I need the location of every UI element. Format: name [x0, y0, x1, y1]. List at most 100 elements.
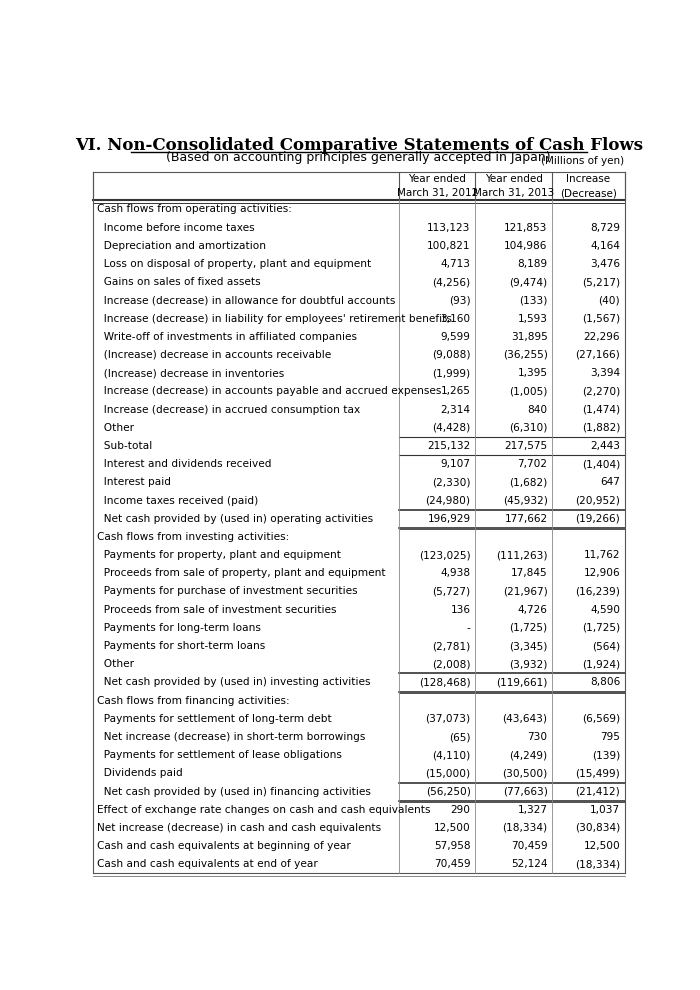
- Text: 57,958: 57,958: [434, 842, 470, 851]
- Text: 1,593: 1,593: [517, 314, 547, 324]
- Text: 730: 730: [527, 732, 547, 742]
- Text: 12,906: 12,906: [584, 568, 620, 578]
- Text: 4,726: 4,726: [518, 605, 547, 615]
- Text: (27,166): (27,166): [575, 350, 620, 360]
- Text: (21,967): (21,967): [503, 586, 547, 597]
- Text: 113,123: 113,123: [427, 223, 470, 233]
- Text: (1,725): (1,725): [510, 623, 547, 633]
- Text: 2,443: 2,443: [590, 441, 620, 451]
- Text: Other: Other: [97, 423, 134, 433]
- Text: (Based on accounting principles generally accepted in Japan): (Based on accounting principles generall…: [167, 150, 551, 163]
- Text: (30,500): (30,500): [503, 768, 547, 778]
- Text: (9,474): (9,474): [510, 277, 547, 287]
- Text: (65): (65): [449, 732, 470, 742]
- Text: Cash flows from operating activities:: Cash flows from operating activities:: [97, 205, 292, 215]
- Text: (6,569): (6,569): [582, 714, 620, 724]
- Text: 136: 136: [451, 605, 470, 615]
- Text: 70,459: 70,459: [511, 842, 547, 851]
- Text: 1,265: 1,265: [440, 386, 470, 396]
- Text: (2,781): (2,781): [433, 642, 470, 651]
- Text: (1,682): (1,682): [510, 477, 547, 487]
- Text: Year ended
March 31, 2013: Year ended March 31, 2013: [473, 174, 554, 198]
- Text: 4,938: 4,938: [440, 568, 470, 578]
- Text: (4,428): (4,428): [433, 423, 470, 433]
- Text: (1,999): (1,999): [433, 368, 470, 378]
- Text: Interest paid: Interest paid: [97, 477, 172, 487]
- Text: (40): (40): [598, 295, 620, 306]
- Text: (1,882): (1,882): [582, 423, 620, 433]
- Text: (36,255): (36,255): [503, 350, 547, 360]
- Text: Other: Other: [97, 659, 134, 669]
- Text: Write-off of investments in affiliated companies: Write-off of investments in affiliated c…: [97, 332, 357, 342]
- Text: Increase
(Decrease): Increase (Decrease): [560, 174, 617, 198]
- Text: 1,327: 1,327: [517, 805, 547, 815]
- Text: Increase (decrease) in liability for employees' retirement benefits: Increase (decrease) in liability for emp…: [97, 314, 452, 324]
- Text: (3,345): (3,345): [509, 642, 547, 651]
- Text: 22,296: 22,296: [584, 332, 620, 342]
- Text: (1,567): (1,567): [582, 314, 620, 324]
- Text: Year ended
March 31, 2012: Year ended March 31, 2012: [396, 174, 478, 198]
- Text: Interest and dividends received: Interest and dividends received: [97, 459, 272, 469]
- Text: 3,476: 3,476: [590, 259, 620, 269]
- Text: 1,395: 1,395: [517, 368, 547, 378]
- Text: (2,008): (2,008): [432, 659, 470, 669]
- Text: (15,000): (15,000): [426, 768, 470, 778]
- Text: Net increase (decrease) in short-term borrowings: Net increase (decrease) in short-term bo…: [97, 732, 365, 742]
- Text: 215,132: 215,132: [427, 441, 470, 451]
- Text: 4,713: 4,713: [440, 259, 470, 269]
- Text: Net cash provided by (used in) financing activities: Net cash provided by (used in) financing…: [97, 787, 371, 797]
- Text: 4,164: 4,164: [590, 241, 620, 250]
- Text: (43,643): (43,643): [503, 714, 547, 724]
- Text: Net increase (decrease) in cash and cash equivalents: Net increase (decrease) in cash and cash…: [97, 823, 382, 833]
- Text: Increase (decrease) in allowance for doubtful accounts: Increase (decrease) in allowance for dou…: [97, 295, 395, 306]
- Text: 11,762: 11,762: [584, 550, 620, 560]
- Text: 12,500: 12,500: [584, 842, 620, 851]
- Text: 7,702: 7,702: [517, 459, 547, 469]
- Text: Net cash provided by (used in) investing activities: Net cash provided by (used in) investing…: [97, 677, 371, 687]
- Text: (56,250): (56,250): [426, 787, 470, 797]
- Text: (20,952): (20,952): [575, 496, 620, 506]
- Text: (9,088): (9,088): [432, 350, 470, 360]
- Text: 8,806: 8,806: [590, 677, 620, 687]
- Text: -: -: [467, 623, 470, 633]
- Text: 3,394: 3,394: [590, 368, 620, 378]
- Text: Payments for property, plant and equipment: Payments for property, plant and equipme…: [97, 550, 342, 560]
- Text: Increase (decrease) in accrued consumption tax: Increase (decrease) in accrued consumpti…: [97, 405, 360, 415]
- Text: (1,924): (1,924): [582, 659, 620, 669]
- Text: (111,263): (111,263): [496, 550, 547, 560]
- Text: Payments for short-term loans: Payments for short-term loans: [97, 642, 265, 651]
- Text: (19,266): (19,266): [575, 514, 620, 524]
- Text: 9,599: 9,599: [440, 332, 470, 342]
- Text: (18,334): (18,334): [503, 823, 547, 833]
- Text: (16,239): (16,239): [575, 586, 620, 597]
- Text: Sub-total: Sub-total: [97, 441, 153, 451]
- Text: 1,037: 1,037: [590, 805, 620, 815]
- Text: (1,404): (1,404): [582, 459, 620, 469]
- Text: 121,853: 121,853: [504, 223, 547, 233]
- Text: Income taxes received (paid): Income taxes received (paid): [97, 496, 258, 506]
- Text: 31,895: 31,895: [511, 332, 547, 342]
- Text: (128,468): (128,468): [419, 677, 470, 687]
- Text: (1,725): (1,725): [582, 623, 620, 633]
- Text: Proceeds from sale of property, plant and equipment: Proceeds from sale of property, plant an…: [97, 568, 386, 578]
- Text: 9,107: 9,107: [440, 459, 470, 469]
- Text: 70,459: 70,459: [434, 859, 470, 869]
- Text: (139): (139): [592, 750, 620, 760]
- Text: (6,310): (6,310): [509, 423, 547, 433]
- Text: 647: 647: [601, 477, 620, 487]
- Text: 4,590: 4,590: [590, 605, 620, 615]
- Text: (133): (133): [519, 295, 547, 306]
- Text: 290: 290: [451, 805, 470, 815]
- Text: 8,189: 8,189: [517, 259, 547, 269]
- Text: 52,124: 52,124: [511, 859, 547, 869]
- Text: Effect of exchange rate changes on cash and cash equivalents: Effect of exchange rate changes on cash …: [97, 805, 430, 815]
- Text: (3,932): (3,932): [509, 659, 547, 669]
- Text: 104,986: 104,986: [504, 241, 547, 250]
- Text: (Increase) decrease in accounts receivable: (Increase) decrease in accounts receivab…: [97, 350, 332, 360]
- Text: (564): (564): [592, 642, 620, 651]
- Text: Depreciation and amortization: Depreciation and amortization: [97, 241, 266, 250]
- Text: 217,575: 217,575: [505, 441, 547, 451]
- Text: Cash and cash equivalents at beginning of year: Cash and cash equivalents at beginning o…: [97, 842, 351, 851]
- Text: 795: 795: [601, 732, 620, 742]
- Text: (119,661): (119,661): [496, 677, 547, 687]
